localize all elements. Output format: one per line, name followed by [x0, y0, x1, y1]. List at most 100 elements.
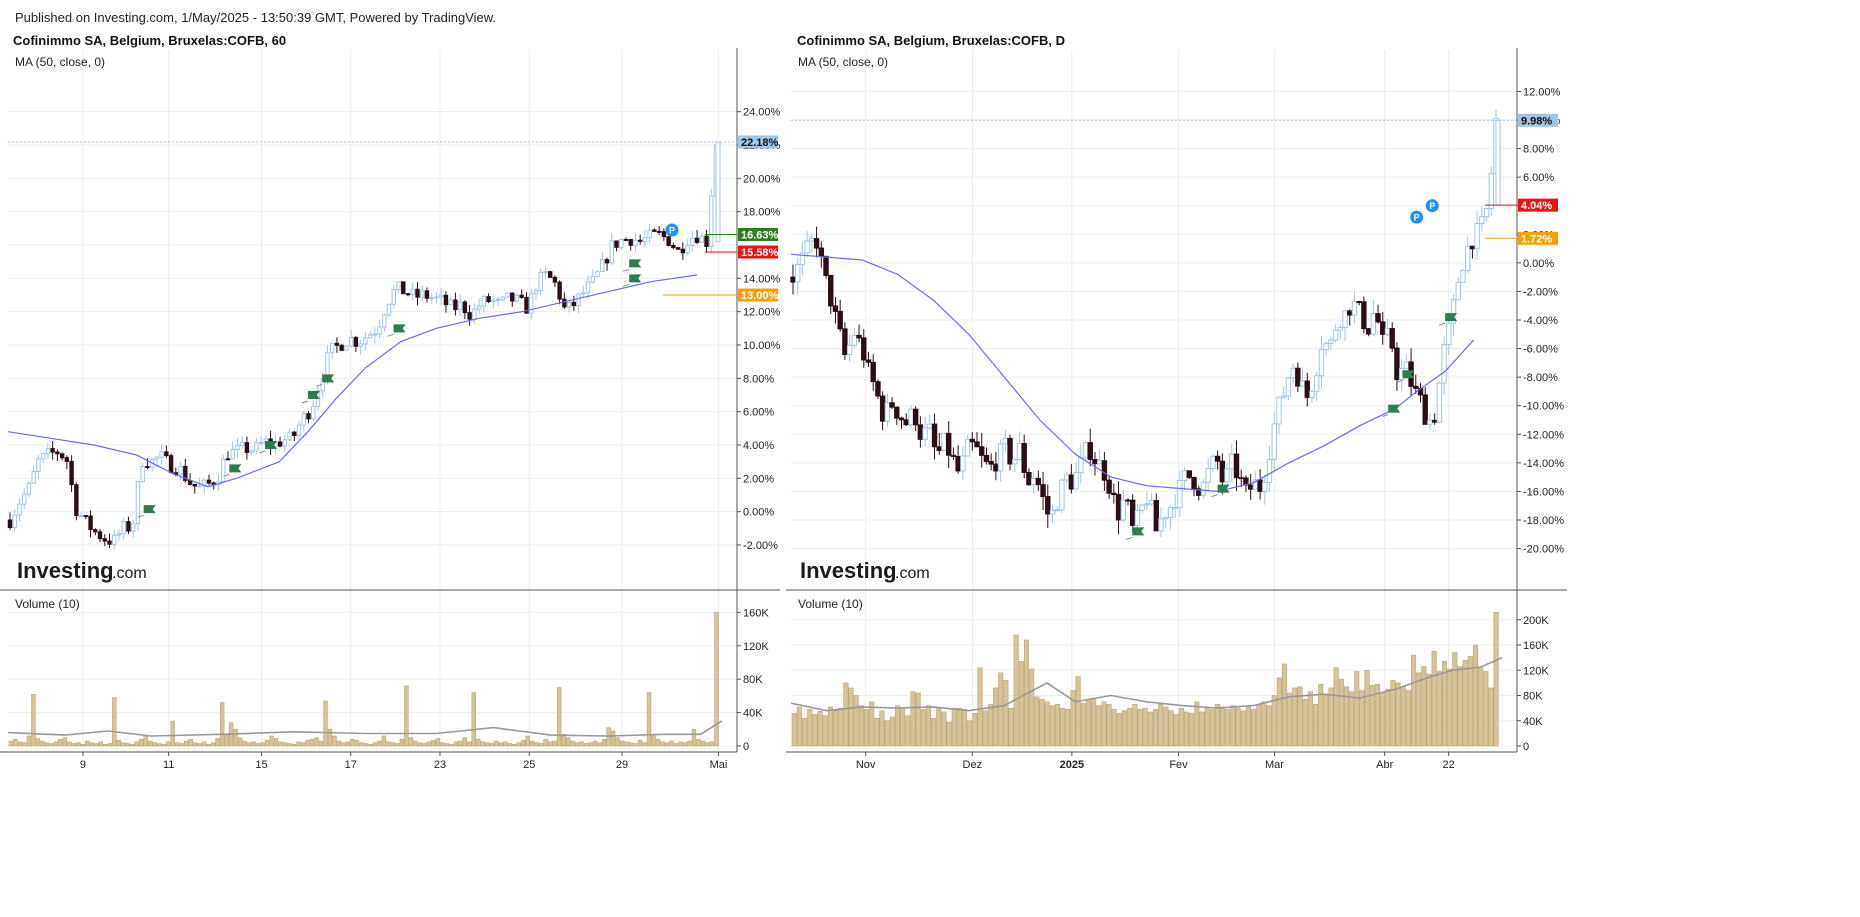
candle-body — [1479, 216, 1485, 224]
price-badge-label: 9.98% — [1521, 115, 1552, 127]
candle-body — [420, 290, 425, 298]
volume-bar — [796, 706, 802, 747]
volume-bar — [1034, 696, 1040, 747]
volume-bar — [583, 743, 589, 747]
candle-body — [1441, 344, 1447, 384]
candle-body — [1285, 377, 1292, 397]
candle-body — [1351, 301, 1358, 316]
volume-bar — [1220, 706, 1226, 747]
volume-bar — [130, 744, 135, 747]
volume-bar — [610, 730, 616, 747]
volume-bar — [1183, 711, 1190, 747]
volume-bar — [1364, 670, 1370, 747]
candle-body — [277, 441, 283, 447]
volume-bar — [85, 740, 90, 747]
x-tick-label: Abr — [1376, 759, 1393, 771]
x-tick-label: Nov — [856, 759, 876, 771]
candle-body — [936, 446, 942, 452]
price-badge-label: 13.00% — [741, 290, 779, 302]
candle-body — [585, 281, 591, 294]
candle-body — [875, 381, 881, 397]
candle-body — [799, 252, 806, 266]
candle-body — [69, 460, 74, 486]
volume-bar — [287, 743, 292, 747]
volume-bar — [386, 741, 391, 747]
volume-bar — [336, 740, 342, 747]
volume-y-tick-label: 160K — [743, 607, 769, 619]
candle-body — [1125, 499, 1131, 502]
volume-bar — [588, 742, 593, 747]
volume-bar — [1080, 702, 1086, 747]
volume-bar — [377, 740, 382, 747]
candle-body — [55, 451, 60, 455]
candle-body — [633, 239, 638, 246]
volume-bar — [44, 742, 50, 747]
candle-body — [1266, 459, 1273, 483]
volume-bar — [1349, 691, 1355, 747]
candle-body — [652, 229, 657, 232]
candle-body — [1299, 380, 1306, 387]
volume-bar — [936, 707, 942, 747]
candle-body — [1130, 499, 1136, 526]
y-tick-label: -10.00% — [1523, 401, 1564, 413]
volume-bar — [1065, 709, 1071, 747]
volume-bar — [1312, 704, 1319, 747]
candle-body — [950, 454, 957, 457]
volume-bar — [233, 729, 238, 747]
volume-bar — [669, 740, 674, 747]
candle-body — [1153, 500, 1159, 532]
volume-bar — [1008, 707, 1014, 747]
volume-bar — [309, 739, 315, 747]
flag-icon — [143, 505, 156, 514]
candle-body — [690, 237, 695, 246]
candle-body — [1365, 328, 1372, 335]
candle-body — [846, 344, 853, 356]
volume-bar — [606, 727, 611, 747]
volume-bar — [628, 742, 634, 747]
volume-bar — [705, 742, 710, 747]
volume-y-tick-label: 200K — [1523, 615, 1549, 627]
volume-bar — [462, 737, 468, 747]
candle-body — [790, 276, 796, 283]
volume-bar — [417, 742, 423, 747]
volume-bar — [471, 692, 476, 747]
candle-body — [197, 485, 202, 488]
volume-bar — [951, 707, 957, 747]
volume-bar — [977, 667, 983, 747]
volume-bar — [714, 612, 719, 747]
volume-bar — [1323, 695, 1329, 747]
y-tick-label: 0.00% — [743, 507, 774, 519]
candle-body-last — [715, 141, 721, 243]
candle-body — [1106, 479, 1112, 494]
volume-bar — [1168, 710, 1174, 747]
candle-body — [898, 417, 905, 421]
volume-bar — [134, 741, 139, 747]
volume-bar — [1235, 707, 1241, 747]
volume-bar — [1385, 688, 1391, 747]
volume-bar — [843, 682, 849, 747]
volume-bar — [838, 707, 844, 747]
chart-title-right: Cofinimmo SA, Belgium, Bruxelas:COFB, D — [797, 33, 1065, 48]
y-tick-label: 8.00% — [743, 373, 774, 385]
candle-body — [832, 305, 839, 312]
volume-bar — [1462, 659, 1468, 747]
candle-body — [1073, 472, 1079, 490]
candle-body — [183, 465, 188, 482]
volume-bar — [1245, 706, 1251, 747]
candle-body — [1068, 474, 1075, 490]
volume-bar — [157, 743, 162, 747]
x-tick-label: 17 — [345, 759, 357, 771]
volume-bar — [184, 740, 189, 747]
flag-icon — [393, 324, 406, 333]
candle-body — [671, 245, 676, 249]
volume-bar — [1209, 709, 1215, 747]
volume-bar — [660, 741, 665, 747]
volume-bar — [26, 735, 32, 747]
investing-logo: Investing — [800, 558, 897, 583]
flag-pole — [316, 383, 323, 387]
volume-bar — [242, 740, 247, 747]
candle-body — [960, 455, 966, 472]
volume-bar — [296, 741, 301, 747]
volume-bar — [354, 739, 360, 747]
